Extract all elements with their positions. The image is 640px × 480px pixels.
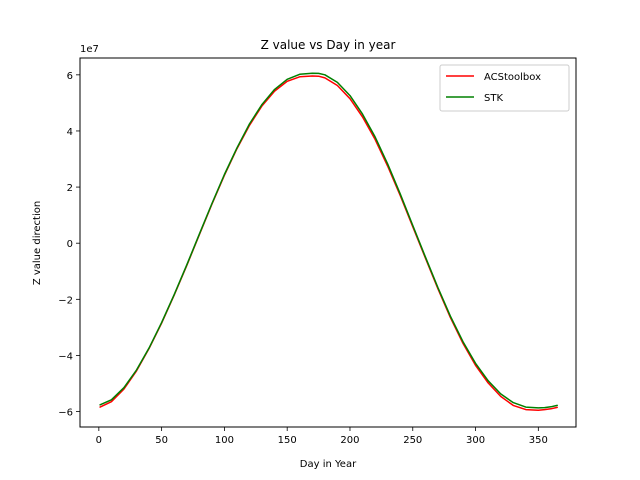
legend: ACStoolbox STK (439, 64, 570, 112)
x-tick-label: 150 (278, 435, 297, 446)
y-tick-label: 4 (67, 127, 73, 138)
legend-label-stk: STK (484, 93, 503, 104)
y-tick-label: 0 (67, 239, 73, 250)
series-line-stk (99, 72, 558, 409)
y-tick-label: 2 (67, 183, 73, 194)
legend-label-acstoolbox: ACStoolbox (484, 72, 541, 83)
x-tick-label: 250 (403, 435, 422, 446)
plot-area (99, 72, 558, 411)
x-tick-label: 50 (155, 435, 168, 446)
chart-title: Z value vs Day in year (261, 38, 396, 52)
y-tick-label: −4 (58, 351, 73, 362)
x-tick-label: 300 (466, 435, 485, 446)
x-tick-label: 100 (215, 435, 234, 446)
y-tick-label: −6 (58, 408, 73, 419)
y-tick-label: −2 (58, 295, 73, 306)
y-tick-label: 6 (67, 71, 73, 82)
x-tick-label: 350 (529, 435, 548, 446)
x-tick-label: 0 (96, 435, 102, 446)
x-axis: 0 50 100 150 200 250 300 350 (96, 427, 548, 446)
y-offset-label: 1e7 (80, 44, 99, 55)
axes-frame (79, 57, 577, 428)
x-axis-label: Day in Year (300, 459, 357, 470)
y-axis-label: Z value direction (32, 201, 43, 285)
y-axis: −6 −4 −2 0 2 4 6 (58, 71, 80, 419)
x-tick-label: 200 (340, 435, 359, 446)
